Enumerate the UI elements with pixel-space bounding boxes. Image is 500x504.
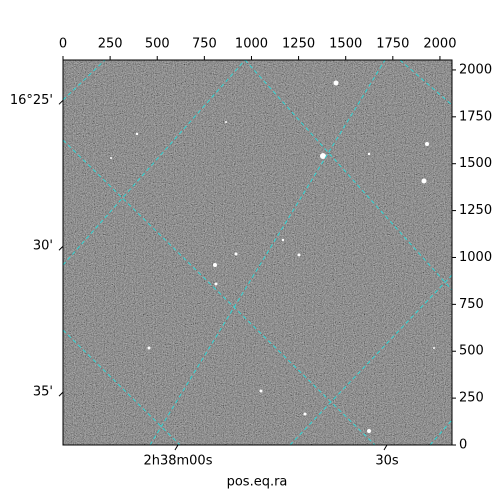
grid-line bbox=[149, 60, 386, 445]
world-y-tick-label: 16°25' bbox=[10, 93, 53, 108]
world-y-tick bbox=[58, 245, 64, 251]
y-tick-label: 1500 bbox=[459, 156, 492, 171]
grid-line bbox=[63, 60, 106, 101]
world-x-tick-label: 2h38m00s bbox=[143, 454, 212, 469]
y-tick-label: 1750 bbox=[459, 109, 492, 124]
x-tick-label: 1250 bbox=[282, 37, 315, 52]
y-tick-label: 750 bbox=[459, 297, 484, 312]
grid-line bbox=[63, 139, 376, 445]
world-x-tick bbox=[383, 444, 388, 451]
x-axis-label: pos.eq.ra bbox=[227, 475, 288, 490]
x-tick-label: 750 bbox=[192, 37, 217, 52]
world-y-tick bbox=[58, 391, 64, 397]
world-x-tick-label: 30s bbox=[375, 454, 399, 469]
grid-line bbox=[244, 60, 452, 291]
y-tick-label: 2000 bbox=[459, 62, 492, 77]
grid-line bbox=[63, 329, 181, 445]
grid-line bbox=[429, 419, 452, 445]
grid-line bbox=[399, 60, 452, 106]
grid-line bbox=[63, 60, 246, 266]
x-tick-label: 1000 bbox=[235, 37, 268, 52]
image-noise bbox=[63, 60, 452, 445]
x-tick-label: 1500 bbox=[329, 37, 362, 52]
x-tick-label: 1750 bbox=[376, 37, 409, 52]
y-tick-label: 1000 bbox=[459, 250, 492, 265]
x-tick-label: 2000 bbox=[423, 37, 456, 52]
x-tick-label: 0 bbox=[59, 37, 67, 52]
world-y-tick-label: 30' bbox=[33, 239, 53, 254]
y-tick-label: 500 bbox=[459, 344, 484, 359]
x-tick-label: 500 bbox=[145, 37, 170, 52]
world-y-tick bbox=[58, 99, 64, 105]
world-x-tick bbox=[174, 444, 179, 451]
world-grid bbox=[63, 60, 452, 445]
stars bbox=[110, 80, 435, 433]
y-tick-label: 0 bbox=[459, 438, 467, 453]
y-tick-label: 250 bbox=[459, 391, 484, 406]
x-tick-label: 250 bbox=[98, 37, 123, 52]
y-tick-label: 1250 bbox=[459, 203, 492, 218]
world-y-tick-label: 35' bbox=[33, 385, 53, 400]
axes-frame bbox=[62, 59, 453, 446]
